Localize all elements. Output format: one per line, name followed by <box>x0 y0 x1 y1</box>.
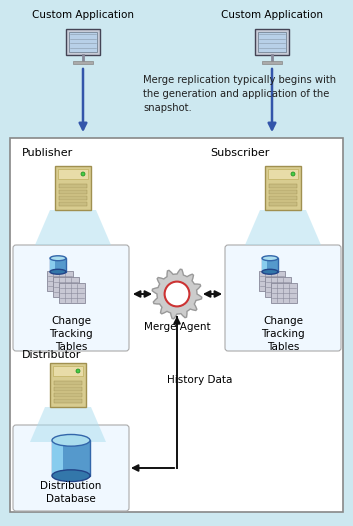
Ellipse shape <box>52 470 90 481</box>
Text: Change
Tracking
Tables: Change Tracking Tables <box>261 316 305 351</box>
Text: Merge replication typically begins with
the generation and application of the
sn: Merge replication typically begins with … <box>143 75 336 113</box>
Text: Change
Tracking
Tables: Change Tracking Tables <box>49 316 93 351</box>
Bar <box>69 32 97 52</box>
Ellipse shape <box>50 256 66 261</box>
Polygon shape <box>245 210 321 245</box>
Bar <box>269 184 297 188</box>
Bar <box>73 61 93 64</box>
Text: Merge Agent: Merge Agent <box>144 322 210 332</box>
Bar <box>59 196 87 200</box>
Text: History Data: History Data <box>167 375 233 385</box>
Bar <box>47 271 73 291</box>
Ellipse shape <box>262 269 278 274</box>
Ellipse shape <box>50 269 66 274</box>
Bar <box>50 363 86 407</box>
Bar <box>262 258 267 272</box>
Text: Custom Application: Custom Application <box>221 10 323 20</box>
Bar <box>53 277 79 297</box>
Bar <box>53 366 83 376</box>
Bar <box>59 190 87 194</box>
Text: Subscriber: Subscriber <box>210 148 269 158</box>
Text: Custom Application: Custom Application <box>32 10 134 20</box>
Text: Distributor: Distributor <box>22 350 82 360</box>
Bar <box>55 166 91 210</box>
Circle shape <box>81 172 85 176</box>
Circle shape <box>291 172 295 176</box>
Bar <box>265 166 301 210</box>
Bar <box>265 277 291 297</box>
Bar <box>54 381 82 385</box>
Bar <box>52 440 90 476</box>
Bar <box>54 399 82 403</box>
Bar <box>59 202 87 206</box>
Bar <box>10 138 343 512</box>
Bar <box>262 258 278 272</box>
Bar <box>269 190 297 194</box>
Circle shape <box>164 281 190 307</box>
Polygon shape <box>152 269 202 319</box>
Bar <box>50 258 55 272</box>
Bar <box>59 184 87 188</box>
Circle shape <box>76 369 80 373</box>
Bar <box>54 393 82 397</box>
Polygon shape <box>30 407 106 442</box>
Bar <box>255 29 289 55</box>
Ellipse shape <box>52 434 90 446</box>
Bar <box>262 61 282 64</box>
Bar <box>54 387 82 391</box>
Bar <box>269 202 297 206</box>
Bar <box>269 196 297 200</box>
Polygon shape <box>35 210 111 245</box>
Text: Publisher: Publisher <box>22 148 73 158</box>
Text: Distribution
Database: Distribution Database <box>40 481 102 504</box>
Bar <box>271 283 297 303</box>
FancyBboxPatch shape <box>225 245 341 351</box>
Bar <box>66 29 100 55</box>
FancyBboxPatch shape <box>13 245 129 351</box>
Bar <box>58 169 88 179</box>
Bar <box>259 271 285 291</box>
Ellipse shape <box>262 256 278 261</box>
Bar <box>52 440 64 476</box>
Bar <box>268 169 298 179</box>
Bar <box>258 32 286 52</box>
Bar <box>50 258 66 272</box>
FancyBboxPatch shape <box>13 425 129 511</box>
Bar <box>59 283 85 303</box>
